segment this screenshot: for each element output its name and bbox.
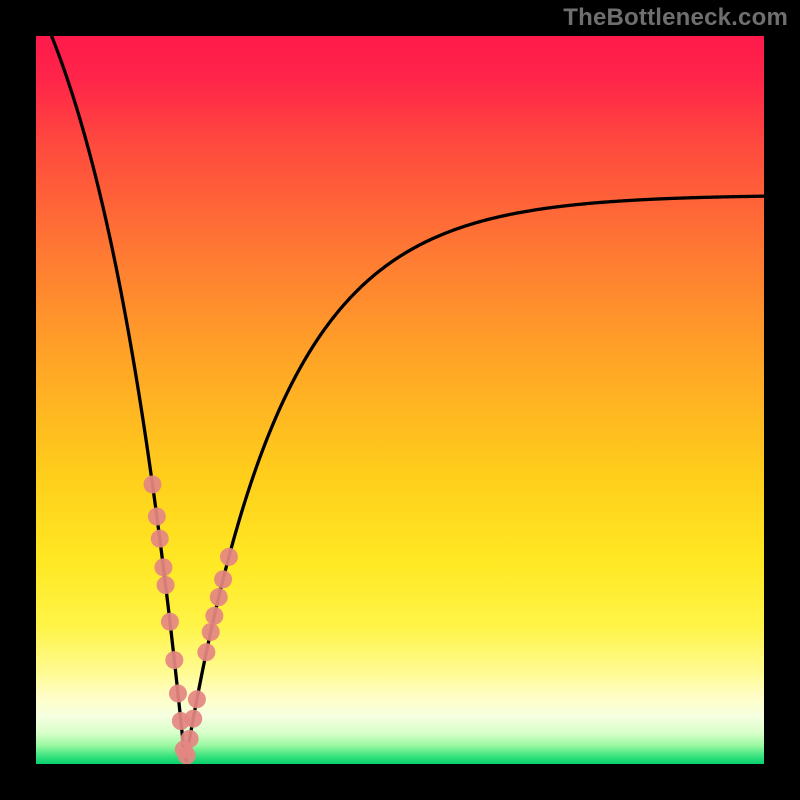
curve-marker xyxy=(188,690,206,708)
curve-marker xyxy=(157,576,175,594)
curve-marker xyxy=(197,643,215,661)
curve-marker xyxy=(151,530,169,548)
curve-marker xyxy=(181,730,199,748)
curve-marker xyxy=(154,558,172,576)
curve-marker xyxy=(220,548,238,566)
gradient-background xyxy=(36,36,764,764)
curve-marker xyxy=(184,710,202,728)
curve-marker xyxy=(161,613,179,631)
bottleneck-chart xyxy=(36,36,764,764)
curve-marker xyxy=(143,475,161,493)
curve-marker xyxy=(169,684,187,702)
curve-marker xyxy=(148,508,166,526)
curve-marker xyxy=(178,746,196,764)
curve-marker xyxy=(214,570,232,588)
curve-marker xyxy=(202,623,220,641)
curve-marker xyxy=(205,607,223,625)
chart-stage: TheBottleneck.com xyxy=(0,0,800,800)
curve-marker xyxy=(210,588,228,606)
watermark-text: TheBottleneck.com xyxy=(563,4,788,32)
curve-marker xyxy=(165,651,183,669)
